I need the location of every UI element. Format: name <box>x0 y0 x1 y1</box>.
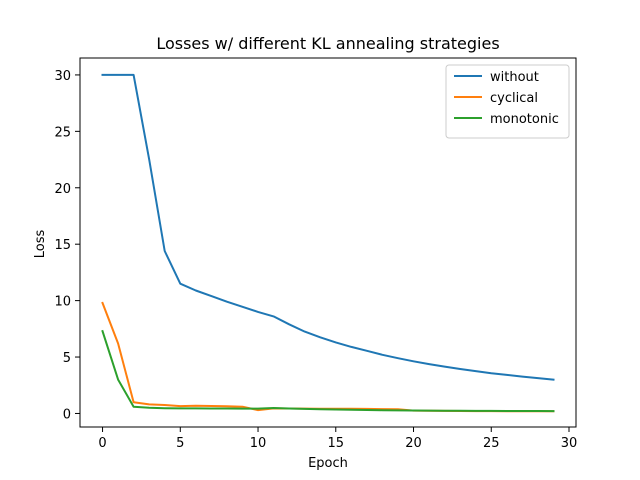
y-tick-label: 15 <box>54 238 71 253</box>
series-line-monotonic <box>101 329 555 413</box>
y-axis: 0 5 10 15 20 25 30 <box>54 69 80 422</box>
x-tick-label: 5 <box>176 436 184 451</box>
x-tick-label: 0 <box>98 436 106 451</box>
legend-box <box>445 64 570 139</box>
y-tick-label: 25 <box>54 125 71 140</box>
x-tick-label: 10 <box>250 436 267 451</box>
x-axis-label: Epoch <box>308 456 348 471</box>
legend-label-without: without <box>490 70 539 85</box>
legend: without cyclical monotonic <box>445 64 570 139</box>
x-tick-label: 25 <box>483 436 500 451</box>
y-tick-label: 10 <box>54 295 71 310</box>
legend-label-cyclical: cyclical <box>490 91 538 106</box>
plot-area <box>101 73 555 413</box>
y-tick-label: 20 <box>54 182 71 197</box>
y-axis-label: Loss <box>33 230 48 259</box>
x-tick-label: 30 <box>561 436 578 451</box>
x-tick-label: 15 <box>328 436 345 451</box>
legend-label-monotonic: monotonic <box>490 112 559 127</box>
plot-frame <box>79 57 577 428</box>
series-line-cyclical <box>101 301 555 413</box>
y-tick-label: 0 <box>63 407 71 422</box>
x-tick-label: 20 <box>405 436 422 451</box>
series-line-without <box>101 73 555 381</box>
y-tick-label: 5 <box>63 351 71 366</box>
y-tick-label: 30 <box>54 69 71 84</box>
chart-title: Losses w/ different KL annealing strateg… <box>156 34 499 53</box>
x-axis: 0 5 10 15 20 25 30 <box>98 427 577 451</box>
